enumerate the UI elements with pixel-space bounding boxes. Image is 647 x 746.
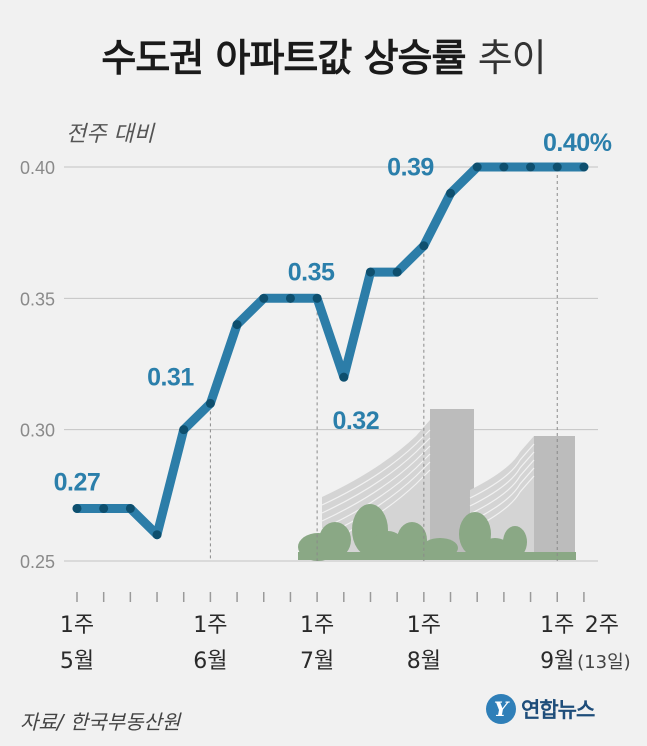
- data-label: 0.32: [332, 407, 379, 435]
- data-point: [446, 188, 456, 198]
- guide-lines: [209, 175, 558, 561]
- y-tick-label: 0.30: [20, 421, 55, 441]
- data-markers: [72, 162, 589, 540]
- x-label-week: 2주: [585, 613, 619, 638]
- x-label-week: 1주: [193, 613, 227, 638]
- data-point: [339, 372, 349, 382]
- data-label: 0.31: [147, 363, 194, 391]
- y-tick-label: 0.40: [20, 158, 55, 178]
- data-point: [312, 293, 322, 303]
- x-label-month: 7월: [300, 649, 334, 674]
- x-tick-labels: 1주 5월 1주 6월 1주 7월 1주 8월 1주 9월 2주 (13일): [60, 613, 631, 674]
- data-point: [472, 162, 482, 172]
- data-point: [419, 241, 429, 251]
- unit-label: 전주 대비: [66, 122, 154, 147]
- data-point: [365, 267, 375, 277]
- chart-title-main: 수도권 아파트값 상승률: [101, 36, 466, 80]
- x-label-month: 6월: [193, 649, 227, 674]
- data-point: [99, 503, 109, 513]
- data-label: 0.39: [387, 153, 434, 181]
- apartment-illustration: [298, 409, 576, 561]
- data-point: [259, 293, 269, 303]
- data-point: [526, 162, 536, 172]
- data-point: [72, 503, 82, 513]
- data-label: 0.40%: [543, 129, 612, 157]
- y-tick-labels: 0.25 0.30 0.35 0.40: [20, 158, 55, 572]
- data-point: [552, 162, 562, 172]
- x-label-month: 5월: [60, 649, 94, 674]
- logo-name: 연합뉴스: [521, 698, 595, 722]
- data-labels: 0.27 0.31 0.35 0.32 0.39 0.40%: [54, 129, 613, 496]
- chart-title-sub: 추이: [477, 36, 547, 80]
- data-point: [125, 503, 135, 513]
- trees: [298, 504, 576, 561]
- data-point: [205, 398, 215, 408]
- chart-title: 수도권 아파트값 상승률 추이: [0, 30, 647, 86]
- x-label-week: 1주: [540, 613, 574, 638]
- source-note: 자료/ 한국부동산원: [20, 710, 181, 734]
- data-point: [152, 530, 162, 540]
- x-label-week: 1주: [60, 613, 94, 638]
- x-label-month: 8월: [407, 649, 441, 674]
- y-tick-label: 0.25: [20, 552, 55, 572]
- building-left: [321, 409, 474, 558]
- data-label: 0.27: [54, 468, 101, 496]
- x-axis: [76, 592, 585, 602]
- x-label-month: (13일): [577, 652, 631, 673]
- y-tick-label: 0.35: [20, 289, 55, 309]
- yonhap-logo: Y 연합뉴스: [486, 694, 595, 724]
- data-point: [179, 425, 189, 435]
- data-point: [285, 293, 295, 303]
- data-point: [499, 162, 509, 172]
- data-point: [579, 162, 589, 172]
- x-label-week: 1주: [407, 613, 441, 638]
- logo-badge: Y: [486, 694, 516, 724]
- x-label-month: 9월: [540, 649, 574, 674]
- data-label: 0.35: [288, 258, 335, 286]
- x-label-week: 1주: [300, 613, 334, 638]
- data-point: [392, 267, 402, 277]
- data-point: [232, 320, 242, 330]
